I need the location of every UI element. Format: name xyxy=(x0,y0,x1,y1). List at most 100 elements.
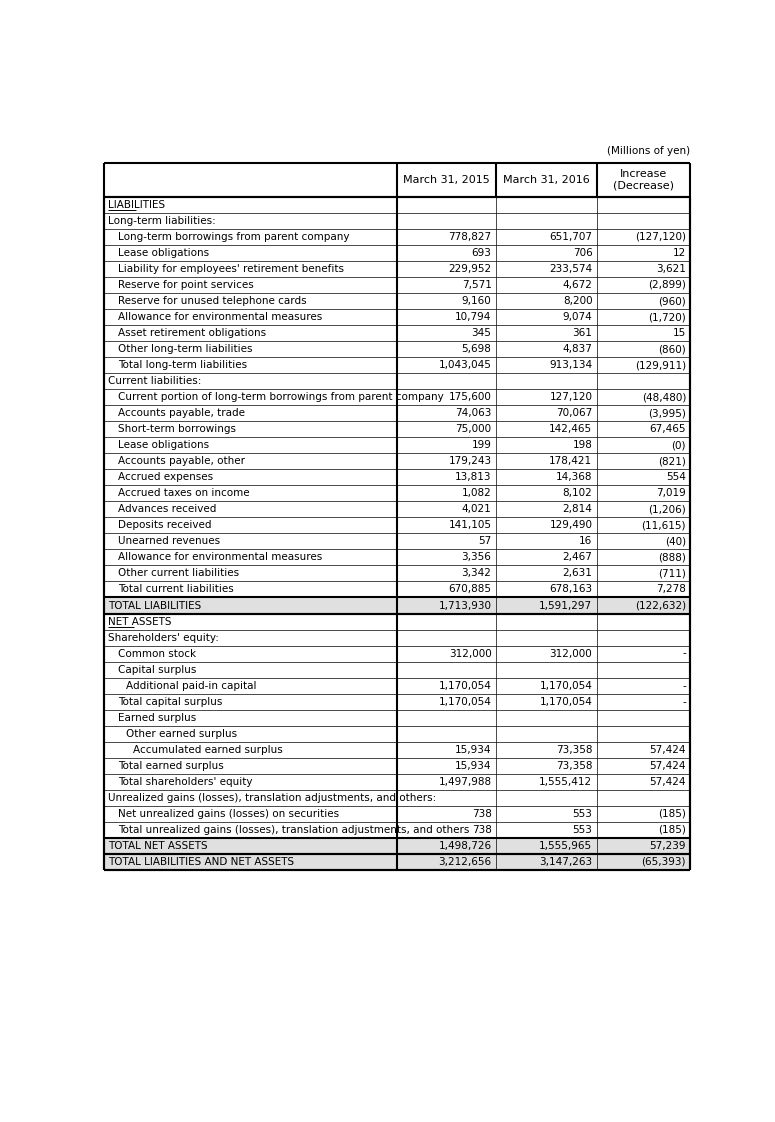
Text: (65,393): (65,393) xyxy=(642,857,686,867)
Text: (127,120): (127,120) xyxy=(635,232,686,242)
Text: (185): (185) xyxy=(658,809,686,819)
Text: 10,794: 10,794 xyxy=(455,312,491,322)
Bar xyxy=(104,565,691,581)
Text: 16: 16 xyxy=(579,536,592,546)
Text: (960): (960) xyxy=(658,296,686,306)
Text: 1,555,965: 1,555,965 xyxy=(539,840,592,850)
Text: 1,591,297: 1,591,297 xyxy=(539,600,592,610)
Text: 198: 198 xyxy=(573,440,592,450)
Bar xyxy=(104,196,691,213)
Text: 312,000: 312,000 xyxy=(549,649,592,659)
Text: Accounts payable, other: Accounts payable, other xyxy=(119,457,246,467)
Text: 345: 345 xyxy=(472,328,491,338)
Text: 75,000: 75,000 xyxy=(456,424,491,434)
Text: 1,170,054: 1,170,054 xyxy=(539,681,592,691)
Bar xyxy=(104,389,691,405)
Text: Asset retirement obligations: Asset retirement obligations xyxy=(119,328,267,338)
Text: 361: 361 xyxy=(573,328,592,338)
Text: 4,021: 4,021 xyxy=(462,505,491,514)
Text: Allowance for environmental measures: Allowance for environmental measures xyxy=(119,312,322,322)
Text: Lease obligations: Lease obligations xyxy=(119,440,209,450)
Text: 199: 199 xyxy=(472,440,491,450)
Text: 57,424: 57,424 xyxy=(649,776,686,787)
Bar xyxy=(104,726,691,742)
Text: 3,147,263: 3,147,263 xyxy=(539,857,592,867)
Text: 693: 693 xyxy=(472,248,491,258)
Bar xyxy=(104,757,691,774)
Bar xyxy=(104,854,691,870)
Text: 9,074: 9,074 xyxy=(563,312,592,322)
Text: Unrealized gains (losses), translation adjustments, and others:: Unrealized gains (losses), translation a… xyxy=(108,793,436,803)
Bar xyxy=(104,229,691,245)
Text: (1,206): (1,206) xyxy=(649,505,686,514)
Bar xyxy=(104,790,691,806)
Text: 8,102: 8,102 xyxy=(563,488,592,498)
Bar xyxy=(104,629,691,645)
Text: Long-term borrowings from parent company: Long-term borrowings from parent company xyxy=(119,232,350,242)
Bar xyxy=(104,374,691,389)
Text: 141,105: 141,105 xyxy=(449,521,491,531)
Text: (888): (888) xyxy=(658,552,686,562)
Text: 13,813: 13,813 xyxy=(455,472,491,482)
Bar xyxy=(104,486,691,502)
Bar xyxy=(104,163,691,196)
Text: 74,063: 74,063 xyxy=(455,408,491,419)
Text: -: - xyxy=(682,681,686,691)
Bar xyxy=(104,357,691,374)
Text: 179,243: 179,243 xyxy=(449,457,491,467)
Bar xyxy=(104,245,691,261)
Bar xyxy=(104,438,691,453)
Text: 175,600: 175,600 xyxy=(449,393,491,402)
Text: Deposits received: Deposits received xyxy=(119,521,212,531)
Text: 312,000: 312,000 xyxy=(449,649,491,659)
Text: TOTAL LIABILITIES AND NET ASSETS: TOTAL LIABILITIES AND NET ASSETS xyxy=(108,857,294,867)
Bar xyxy=(104,293,691,309)
Text: 129,490: 129,490 xyxy=(549,521,592,531)
Text: (Millions of yen): (Millions of yen) xyxy=(607,146,691,156)
Text: 778,827: 778,827 xyxy=(449,232,491,242)
Text: 1,170,054: 1,170,054 xyxy=(539,697,592,707)
Text: 7,571: 7,571 xyxy=(462,280,491,289)
Text: 553: 553 xyxy=(573,825,592,835)
Text: Liability for employees' retirement benefits: Liability for employees' retirement bene… xyxy=(119,264,345,274)
Bar xyxy=(104,277,691,293)
Bar xyxy=(104,645,691,662)
Text: 3,212,656: 3,212,656 xyxy=(439,857,491,867)
Text: Reserve for point services: Reserve for point services xyxy=(119,280,254,289)
Text: Other current liabilities: Other current liabilities xyxy=(119,569,239,579)
Text: (3,995): (3,995) xyxy=(648,408,686,419)
Bar xyxy=(104,614,691,629)
Text: 1,713,930: 1,713,930 xyxy=(439,600,491,610)
Text: Other earned surplus: Other earned surplus xyxy=(126,728,237,738)
Text: Total unrealized gains (losses), translation adjustments, and others: Total unrealized gains (losses), transla… xyxy=(119,825,470,835)
Text: 738: 738 xyxy=(472,825,491,835)
Text: (860): (860) xyxy=(658,344,686,355)
Text: NET ASSETS: NET ASSETS xyxy=(108,616,171,626)
Text: (2,899): (2,899) xyxy=(648,280,686,289)
Text: 8,200: 8,200 xyxy=(563,296,592,306)
Text: 15,934: 15,934 xyxy=(455,745,491,755)
Text: 9,160: 9,160 xyxy=(462,296,491,306)
Text: Total long-term liabilities: Total long-term liabilities xyxy=(119,360,248,370)
Bar xyxy=(104,581,691,598)
Text: Advances received: Advances received xyxy=(119,505,217,514)
Text: 678,163: 678,163 xyxy=(549,585,592,595)
Bar xyxy=(104,710,691,726)
Bar xyxy=(104,838,691,854)
Text: 913,134: 913,134 xyxy=(549,360,592,370)
Text: 57,424: 57,424 xyxy=(649,745,686,755)
Bar xyxy=(104,517,691,533)
Text: 1,082: 1,082 xyxy=(462,488,491,498)
Bar xyxy=(104,341,691,357)
Text: 70,067: 70,067 xyxy=(556,408,592,419)
Text: 233,574: 233,574 xyxy=(549,264,592,274)
Text: 127,120: 127,120 xyxy=(549,393,592,402)
Text: 57,424: 57,424 xyxy=(649,761,686,771)
Bar xyxy=(104,405,691,421)
Text: 178,421: 178,421 xyxy=(549,457,592,467)
Text: Accrued taxes on income: Accrued taxes on income xyxy=(119,488,250,498)
Text: 1,170,054: 1,170,054 xyxy=(439,697,491,707)
Text: 5,698: 5,698 xyxy=(462,344,491,355)
Text: 3,356: 3,356 xyxy=(462,552,491,562)
Text: 4,672: 4,672 xyxy=(563,280,592,289)
